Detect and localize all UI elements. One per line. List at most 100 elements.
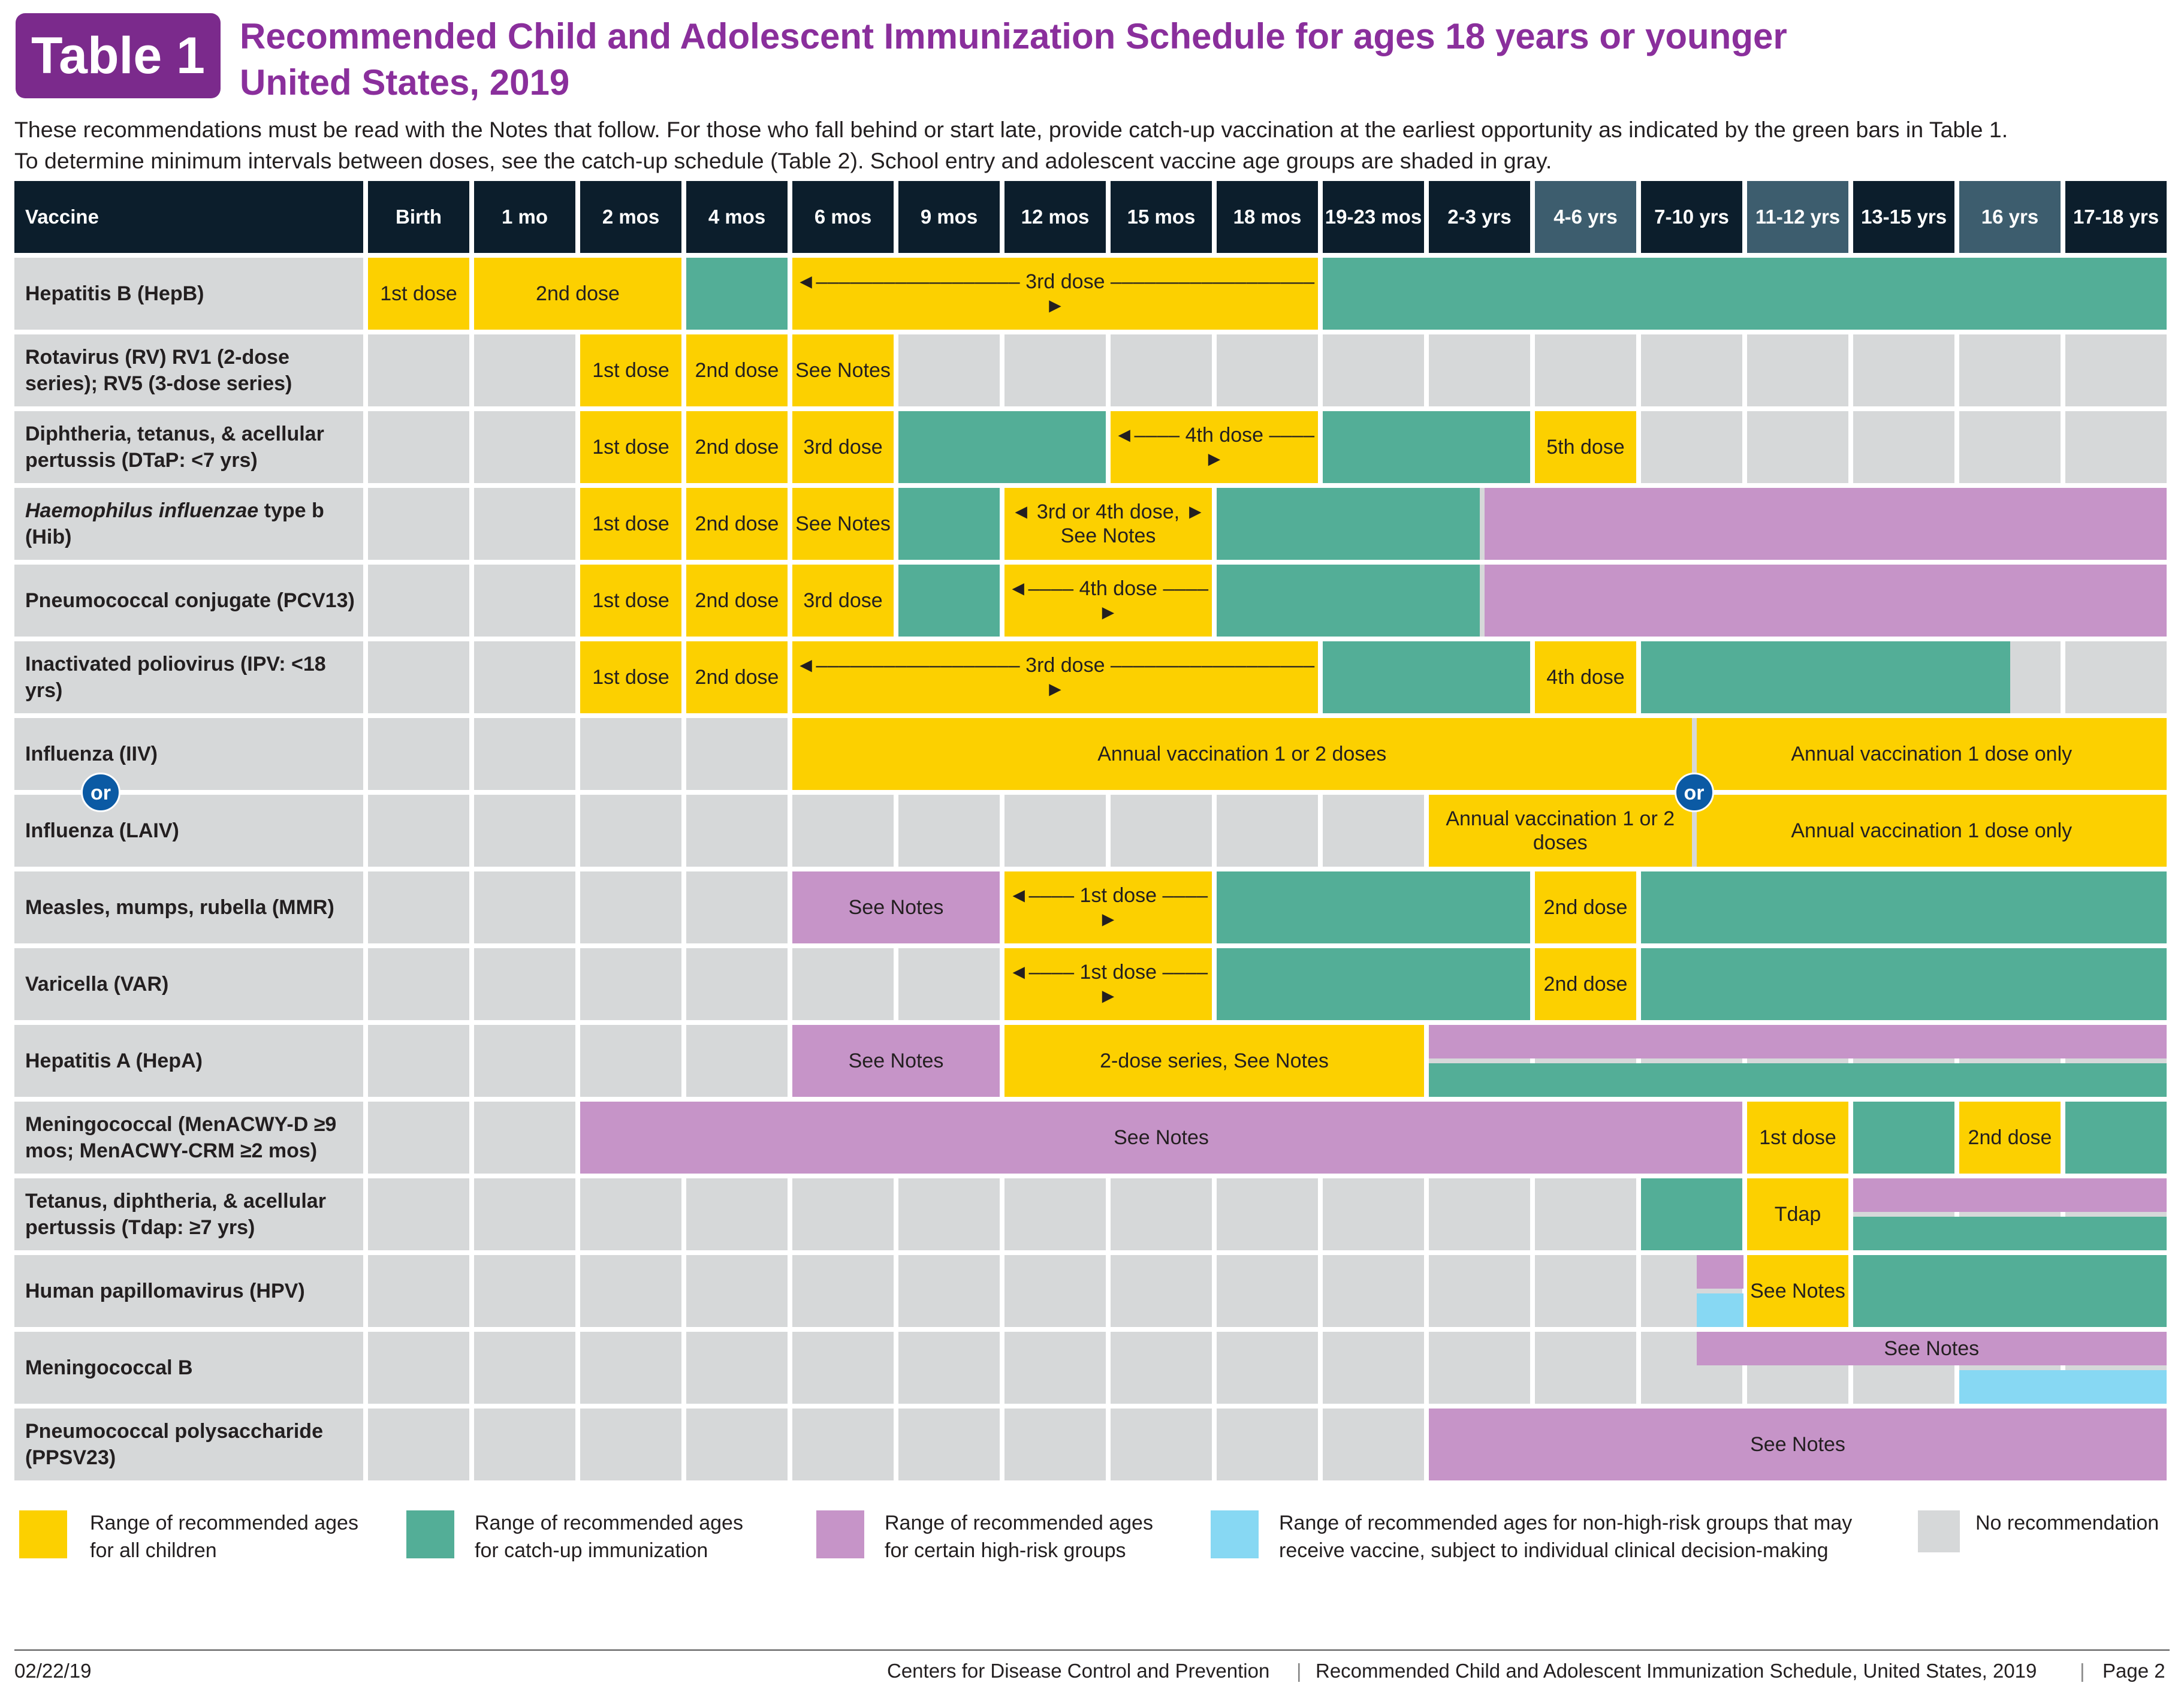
legend-text-gray: No recommendation xyxy=(1975,1512,2159,1534)
age-column-header: 2-3 yrs xyxy=(1429,181,1530,253)
schedule-bar-yellow: 5th dose xyxy=(1535,411,1636,483)
empty-cell xyxy=(1323,1255,1424,1327)
empty-cell xyxy=(1217,1332,1318,1404)
empty-cell xyxy=(2065,641,2167,713)
vaccine-name: Hepatitis B (HepB) xyxy=(14,258,363,330)
schedule-bar-blue xyxy=(1696,1293,1744,1327)
schedule-bar-yellow: 1st dose xyxy=(580,488,681,560)
empty-cell xyxy=(1004,1409,1106,1480)
empty-cell xyxy=(474,1255,575,1327)
empty-cell xyxy=(368,795,469,867)
age-column-header: 19-23 mos xyxy=(1323,181,1424,253)
age-column-header: 6 mos xyxy=(792,181,894,253)
schedule-bar-yellow: See Notes xyxy=(1747,1255,1848,1327)
vaccine-name: Influenza (LAIV) xyxy=(14,795,363,867)
schedule-bar-yellow: Annual vaccination 1 dose only xyxy=(1696,795,2167,867)
empty-cell xyxy=(792,1255,894,1327)
empty-cell xyxy=(368,1255,469,1327)
schedule-bar-yellow: 2nd dose xyxy=(474,258,681,330)
vaccine-name: Diphtheria, tetanus, & acellular pertuss… xyxy=(14,411,363,483)
vaccine-name: Meningococcal (MenACWY-D ≥9 mos; MenACWY… xyxy=(14,1102,363,1174)
schedule-table: Vaccine Birth 1 mo 2 mos 4 mos 6 mos 9 mos 12 m… xyxy=(14,181,2167,1480)
empty-cell xyxy=(792,1409,894,1480)
schedule-bar-yellow: 1st dose xyxy=(580,334,681,406)
schedule-bar-yellow: 2nd dose xyxy=(1535,871,1636,943)
empty-cell xyxy=(1004,1178,1106,1250)
empty-cell xyxy=(368,718,469,790)
empty-cell xyxy=(1747,411,1848,483)
empty-cell xyxy=(368,948,469,1020)
schedule-bar-yellow: 2-dose series, See Notes xyxy=(1004,1025,1424,1097)
empty-cell xyxy=(368,1332,469,1404)
schedule-bar-yellow: 2nd dose xyxy=(686,488,788,560)
title-line-2: United States, 2019 xyxy=(240,62,570,102)
vaccine-name: Human papillomavirus (HPV) xyxy=(14,1255,363,1327)
schedule-bar-green xyxy=(1853,1255,2167,1327)
age-column-header: 4-6 yrs xyxy=(1535,181,1636,253)
schedule-bar-yellow: ◄–––– 4th dose ––––► xyxy=(1004,565,1212,637)
vaccine-column-header: Vaccine xyxy=(14,181,363,253)
age-column-header: 16 yrs xyxy=(1959,181,2061,253)
empty-cell xyxy=(474,1178,575,1250)
empty-cell xyxy=(1111,1409,1212,1480)
footer-separator-2: | xyxy=(2080,1660,2085,1682)
empty-cell xyxy=(1429,1332,1530,1404)
schedule-bar-green xyxy=(1323,641,1530,713)
empty-cell xyxy=(792,795,894,867)
footer-separator-1: | xyxy=(1296,1660,1302,1682)
influenza-divider xyxy=(14,791,2167,795)
empty-cell xyxy=(368,641,469,713)
schedule-bar-yellow: See Notes xyxy=(792,488,894,560)
age-column-header: 2 mos xyxy=(580,181,681,253)
schedule-bar-green xyxy=(898,565,1000,637)
schedule-bar-gray xyxy=(1747,1370,1848,1404)
schedule-bar-green xyxy=(1641,641,2010,713)
footer-divider xyxy=(14,1649,2170,1651)
empty-cell xyxy=(1323,1332,1424,1404)
empty-cell xyxy=(686,871,788,943)
schedule-bar-yellow: Annual vaccination 1 or 2 doses xyxy=(792,718,1692,790)
empty-cell xyxy=(1535,334,1636,406)
schedule-bar-yellow: 2nd dose xyxy=(1959,1102,2061,1174)
schedule-bar-yellow: ◄–––––––––––––––––– 3rd dose –––––––––––… xyxy=(792,258,1318,330)
empty-cell xyxy=(580,718,681,790)
empty-cell xyxy=(1959,334,2061,406)
empty-cell xyxy=(1111,1255,1212,1327)
schedule-bar-yellow: Annual vaccination 1 dose only xyxy=(1696,718,2167,790)
schedule-bar-yellow: ◄–––– 1st dose ––––► xyxy=(1004,871,1212,943)
empty-cell xyxy=(474,488,575,560)
vaccine-name: Meningococcal B xyxy=(14,1332,363,1404)
footer-agency: Centers for Disease Control and Preventi… xyxy=(887,1660,1270,1682)
legend-swatch-yellow xyxy=(19,1510,67,1558)
empty-cell xyxy=(792,948,894,1020)
legend-text-blue: Range of recommended ages for non-high-r… xyxy=(1279,1512,1853,1562)
schedule-bar-gray xyxy=(1641,1293,1692,1327)
schedule-bar-yellow: ◄ 3rd or 4th dose, ► See Notes xyxy=(1004,488,1212,560)
empty-cell xyxy=(580,795,681,867)
age-column-header: 15 mos xyxy=(1111,181,1212,253)
empty-cell xyxy=(898,1409,1000,1480)
vaccine-name: Measles, mumps, rubella (MMR) xyxy=(14,871,363,943)
empty-cell xyxy=(368,1102,469,1174)
empty-cell xyxy=(1323,1178,1424,1250)
schedule-bar-yellow: 4th dose xyxy=(1535,641,1636,713)
vaccine-name: Varicella (VAR) xyxy=(14,948,363,1020)
empty-cell xyxy=(368,565,469,637)
or-badge-right: or xyxy=(1674,773,1714,812)
vaccine-name: Haemophilus influenzae type b (Hib) xyxy=(14,488,363,560)
empty-cell xyxy=(474,1102,575,1174)
empty-cell xyxy=(1853,334,1954,406)
schedule-bar-green xyxy=(898,411,1106,483)
legend-text-purple: Range of recommended ages for certain hig… xyxy=(885,1512,1153,1562)
schedule-bar-blue xyxy=(1959,1370,2167,1404)
empty-cell xyxy=(580,1178,681,1250)
empty-cell xyxy=(898,334,1000,406)
empty-cell xyxy=(898,948,1000,1020)
empty-cell xyxy=(1429,1178,1530,1250)
schedule-bar-yellow: 1st dose xyxy=(1747,1102,1848,1174)
vaccine-name: Pneumococcal polysaccharide (PPSV23) xyxy=(14,1409,363,1480)
vaccine-name-text: Haemophilus influenzae type b (Hib) xyxy=(25,499,324,548)
title-line-1: Recommended Child and Adolescent Immuniz… xyxy=(240,16,1787,56)
empty-cell xyxy=(1217,1255,1318,1327)
schedule-bar-purple xyxy=(1484,565,2167,637)
